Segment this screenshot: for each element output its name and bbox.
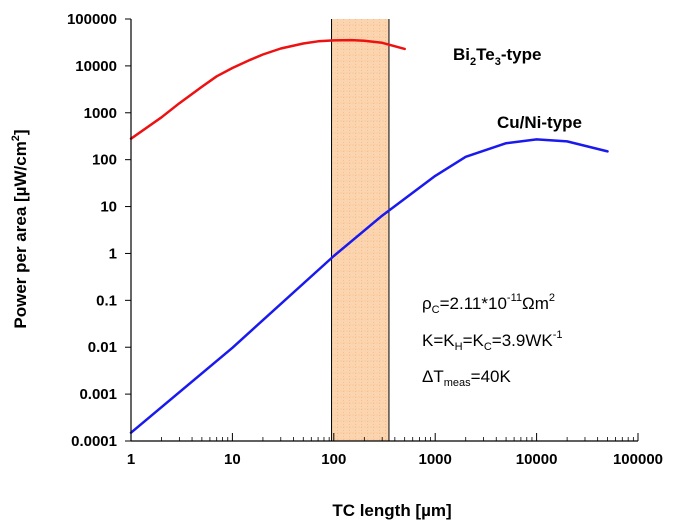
y-tick-label: 10 [100, 199, 117, 216]
y-tick-labels: 0.0001 0.001 0.01 0.1 1 10 100 1000 10000 100000 [67, 11, 117, 450]
y-tick-label: 1 [109, 245, 117, 262]
series-lines [129, 38, 609, 434]
highlight-region [331, 19, 390, 441]
annotation-delta-t: ΔTmeas=40K [422, 367, 511, 389]
y-tick-label: 100 [92, 152, 117, 169]
y-tick-label: 1000 [84, 105, 117, 122]
x-tick-labels: 1 10 100 1000 10000 100000 [127, 451, 663, 468]
y-axis-ticks [125, 18, 131, 442]
x-tick-label: 100 [321, 451, 346, 468]
y-axis-title: Power per area [µW/cm2] [10, 129, 30, 328]
series-label-bi2te3: Bi2Te3-type [453, 45, 541, 68]
y-tick-label: 0.001 [79, 386, 117, 403]
x-tick-label: 1 [127, 451, 135, 468]
x-tick-label: 10 [224, 451, 241, 468]
y-tick-label: 10000 [75, 58, 117, 75]
x-axis-ticks [130, 433, 639, 441]
annotation-k: K=KH=KC=3.9WK-1 [422, 329, 563, 353]
y-tick-label: 0.0001 [71, 433, 117, 450]
y-tick-label: 0.1 [96, 292, 117, 309]
highlight-region-fill [331, 19, 389, 441]
series-line-bi2te3 [129, 38, 406, 140]
y-tick-label: 100000 [67, 11, 117, 28]
annotation-rho: ρC=2.11*10-11Ωm2 [422, 292, 555, 316]
y-tick-label: 0.01 [88, 339, 117, 356]
x-axis-title: TC length [µm] [332, 501, 451, 520]
x-tick-label: 100000 [613, 451, 663, 468]
x-tick-label: 10000 [516, 451, 558, 468]
x-tick-label: 1000 [419, 451, 452, 468]
series-line-cuni [129, 138, 609, 434]
series-label-cuni: Cu/Ni-type [497, 113, 582, 132]
